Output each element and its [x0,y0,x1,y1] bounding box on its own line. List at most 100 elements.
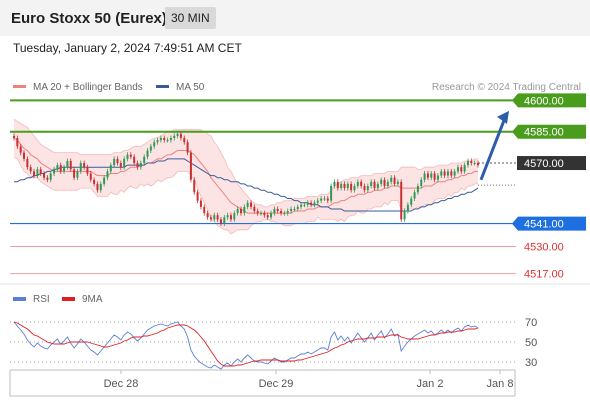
candle [273,206,276,216]
candle [456,164,459,174]
candle-body [283,213,286,215]
candle-body [213,215,216,220]
candle-body [273,208,276,214]
candle [453,168,456,179]
candle [440,168,443,179]
candle [296,204,299,212]
candle [16,135,19,149]
price-tag [512,216,586,231]
candle-body [86,167,89,174]
candle-body [446,171,449,176]
candle [313,200,316,208]
candle-body [443,171,446,176]
candle-body [403,211,406,220]
candle [179,131,182,141]
candle [350,181,353,193]
candle-body [470,160,473,164]
projection-arrow-shaft [479,117,507,181]
candle-body [393,177,396,184]
bollinger-band-area [14,119,478,234]
timestamp: Tuesday, January 2, 2024 7:49:51 AM CET [13,41,242,55]
candle [396,179,399,187]
candle [106,168,109,181]
candle-body [423,173,426,180]
candle-body [250,202,253,207]
candle-body [116,158,119,164]
candle-body [223,217,226,224]
candle-body [39,169,42,174]
candle-body [186,142,189,153]
candle-body [183,138,186,143]
candle [103,175,106,187]
candle-body [473,163,476,165]
candle [229,212,232,222]
candle [443,168,446,179]
candle [153,139,156,149]
candle-body [126,154,129,159]
candle-body [410,198,413,205]
candle [426,170,429,181]
candle-body [19,146,22,153]
instrument-title: Euro Stoxx 50 (Eurex) [11,10,167,27]
candle-body [306,202,309,205]
candle-body [320,198,323,201]
candle [189,150,192,183]
candle [159,135,162,143]
candle-body [346,183,349,189]
candle-body [310,202,313,205]
candle [26,156,29,170]
candle-body [239,208,242,214]
candle [253,204,256,214]
candle-body [450,171,453,176]
candle [29,164,32,174]
candle [123,156,126,170]
candle [343,181,346,191]
legend-swatch [156,85,169,88]
candle [326,196,329,204]
candle-body [13,135,15,138]
candle [129,152,132,160]
candle [280,208,283,216]
candle [79,160,82,174]
candle-body [466,160,469,166]
bollinger-upper-line [13,118,478,208]
candle-body [33,171,36,176]
candle-body [416,186,419,193]
candle [283,210,286,216]
candle [256,208,259,216]
price-tag-label: 4570.00 [524,158,564,170]
candle [393,175,396,187]
candle-body [96,183,99,191]
candle-body [390,177,393,182]
candle-body [343,183,346,189]
candle [69,158,72,172]
candle [356,179,359,189]
candle [156,137,159,145]
candle [340,181,343,191]
legend-label: MA 50 [176,82,205,93]
source-credit: Research © 2024 Trading Central [432,82,581,93]
candle-body [303,204,306,206]
candle [410,196,413,208]
candle-body [119,163,122,168]
candle [209,214,212,222]
candle [430,170,433,181]
timeframe-badge[interactable]: 30 MIN [165,7,216,29]
candle [43,170,46,181]
candle-body [406,204,409,212]
candle-body [290,208,293,212]
candle [330,183,333,204]
candle [473,160,476,166]
candle-body [103,177,106,184]
candle-body [99,183,102,191]
candle-body [129,154,132,157]
candle-body [477,163,479,166]
candle-body [59,165,62,172]
candle [66,158,69,170]
candle [226,212,229,220]
candle [119,160,122,170]
candle [13,133,15,141]
candle-body [113,158,116,166]
candle-body [380,179,383,184]
